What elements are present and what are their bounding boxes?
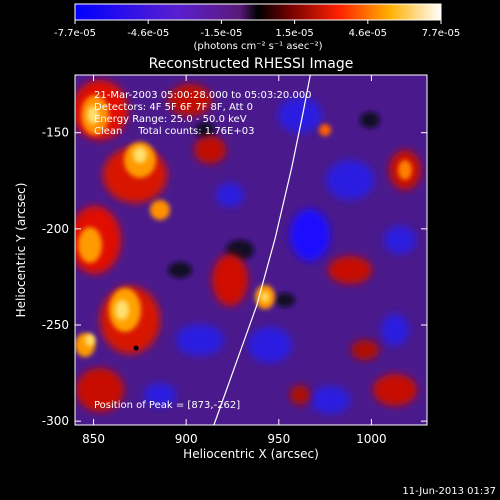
x-tick-label: 950 (267, 432, 290, 446)
peak-position-label: Position of Peak = [873,-262] (94, 400, 240, 411)
info-line-time: 21-Mar-2003 05:00:28.000 to 05:03:20.000 (94, 90, 312, 101)
axis-ticks: 850 900 950 1000 -150 -200 -250 -300 (42, 75, 427, 446)
peak-marker (133, 345, 139, 351)
colorbar-tick-label: -7.7e-05 (54, 28, 96, 39)
heatmap-image (75, 75, 427, 425)
solar-limb-line (213, 75, 311, 425)
info-line-detectors: Detectors: 4F 5F 6F 7F 8F, Att 0 (94, 102, 253, 113)
x-tick-label: 900 (175, 432, 198, 446)
colorbar-tick-label: -4.6e-05 (127, 28, 169, 39)
y-tick-label: -200 (42, 222, 69, 236)
y-tick-label: -250 (42, 318, 69, 332)
x-tick-label: 1000 (356, 432, 387, 446)
y-tick-label: -150 (42, 126, 69, 140)
colorbar-tick-label: 1.5e-05 (275, 28, 313, 39)
x-axis-label: Heliocentric X (arcsec) (183, 447, 319, 461)
colorbar-unit-label: (photons cm⁻² s⁻¹ asec⁻²) (193, 41, 322, 52)
colorbar-ticks: -7.7e-05 -4.6e-05 -1.5e-05 1.5e-05 4.6e-05 7.… (54, 20, 460, 39)
colorbar-tick-label: 7.7e-05 (422, 28, 460, 39)
x-tick-label: 850 (82, 432, 105, 446)
plot-frame (74, 74, 428, 426)
colorbar (74, 3, 442, 21)
colorbar-tick-label: 4.6e-05 (349, 28, 387, 39)
render-timestamp: 11-Jun-2013 01:37 (402, 486, 496, 497)
y-tick-label: -300 (42, 414, 69, 428)
info-line-counts: Clean Total counts: 1.76E+03 (94, 126, 254, 137)
observation-info: 21-Mar-2003 05:00:28.000 to 05:03:20.000… (94, 90, 312, 137)
plot-title: Reconstructed RHESSI Image (149, 56, 354, 72)
info-line-energy: Energy Range: 25.0 - 50.0 keV (94, 114, 247, 125)
colorbar-tick-label: -1.5e-05 (200, 28, 242, 39)
y-axis-label: Heliocentric Y (arcsec) (14, 183, 28, 318)
